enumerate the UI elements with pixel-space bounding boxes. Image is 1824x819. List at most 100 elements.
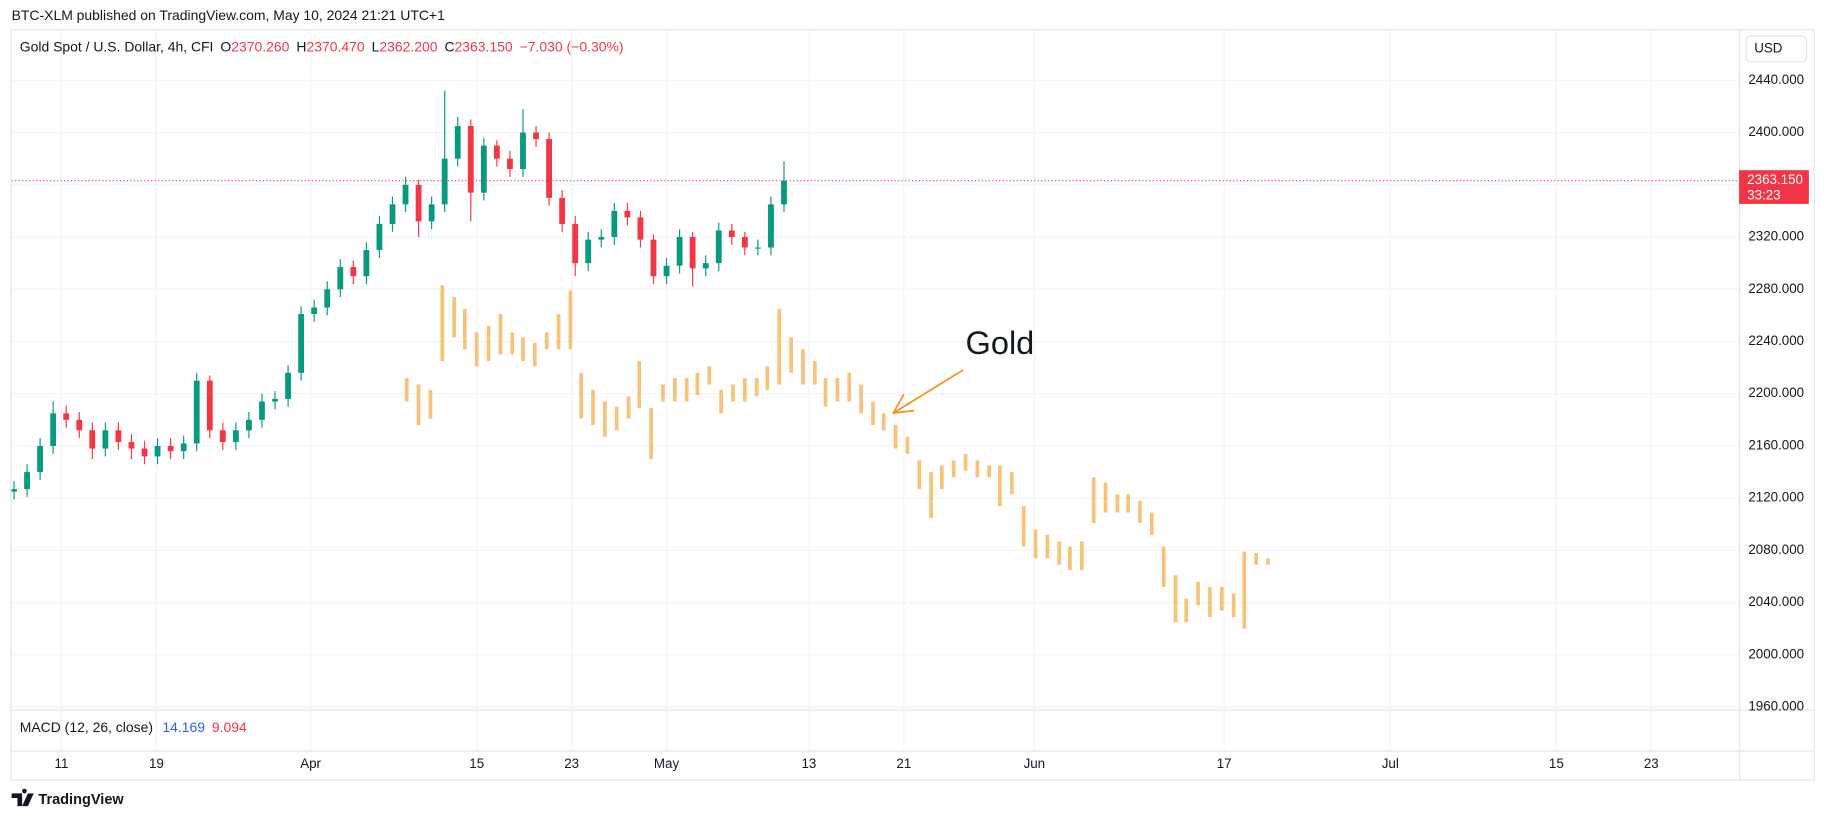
candle-body xyxy=(663,265,670,277)
y-tick-label: 2120.000 xyxy=(1748,490,1804,505)
grid xyxy=(11,29,1740,751)
projection-bar xyxy=(1079,541,1084,571)
projection-bar xyxy=(474,332,479,367)
projection-bar xyxy=(1208,586,1212,618)
projection-bar xyxy=(1138,500,1142,524)
y-tick-label: 2080.000 xyxy=(1748,542,1804,557)
candle-body xyxy=(754,247,761,249)
candle-body xyxy=(624,210,631,218)
projection-bar xyxy=(614,406,619,431)
candle-body xyxy=(676,237,683,266)
projection-bar xyxy=(498,314,503,355)
projection-bar xyxy=(404,378,409,402)
projection-bar xyxy=(637,361,642,409)
candle-body xyxy=(728,230,735,238)
projection-bar xyxy=(1184,598,1189,623)
candle-body xyxy=(520,132,526,170)
currency-button[interactable] xyxy=(1745,35,1808,63)
candle-body xyxy=(285,372,291,399)
last-price-label: 2363.150 xyxy=(1747,172,1803,187)
y-tick-label: 2200.000 xyxy=(1748,385,1804,400)
projection-bar xyxy=(532,342,537,367)
projection-bar xyxy=(1231,593,1236,618)
marks xyxy=(11,90,1740,629)
y-tick-label: 1960.000 xyxy=(1748,699,1804,714)
publish-header: BTC-XLM published on TradingView.com, Ma… xyxy=(12,7,445,23)
candle-body xyxy=(585,239,592,264)
candle-body xyxy=(689,237,696,269)
x-tick-label: 13 xyxy=(801,756,816,771)
candle-body xyxy=(559,197,566,224)
projection-bar xyxy=(871,401,875,426)
projection-bar xyxy=(812,361,817,385)
candle-body xyxy=(246,419,252,431)
projection-bar xyxy=(1219,586,1224,611)
projection-bar xyxy=(707,366,712,385)
candle-body xyxy=(11,489,17,492)
candle-body xyxy=(89,430,96,449)
projection-bar xyxy=(568,290,573,350)
candle-body xyxy=(376,223,383,251)
projection-bar xyxy=(1173,575,1178,623)
projection-bar xyxy=(777,308,782,385)
projection-bar xyxy=(1009,472,1014,495)
candle-body xyxy=(219,430,226,443)
projection-bar xyxy=(626,396,631,419)
candle-body xyxy=(650,239,657,277)
projection-bar xyxy=(428,389,433,419)
projection-bar xyxy=(521,337,525,362)
pane-border xyxy=(10,29,1815,781)
projection-bar xyxy=(754,378,759,397)
footer-brand: TradingView xyxy=(38,792,124,808)
candle-body xyxy=(350,267,357,277)
candle-body xyxy=(533,132,539,140)
projection-bar xyxy=(1021,506,1026,547)
candle-body xyxy=(480,145,487,193)
candle-body xyxy=(337,267,344,290)
legend-value: 2363.150 xyxy=(455,38,513,54)
y-tick-label: 2440.000 xyxy=(1748,72,1804,87)
candle-body xyxy=(768,204,774,248)
candle-body xyxy=(402,184,409,205)
y-tick-label: 2000.000 xyxy=(1748,646,1804,661)
candle-body xyxy=(76,419,83,431)
x-tick-label: May xyxy=(654,756,680,771)
y-tick-label: 2320.000 xyxy=(1748,229,1804,244)
y-tick-label: 2400.000 xyxy=(1748,124,1804,139)
projection-bar xyxy=(440,285,445,362)
candle-body xyxy=(167,445,174,452)
x-tick-label: 23 xyxy=(1644,756,1659,771)
candle-body xyxy=(454,126,461,159)
annotation-arrow xyxy=(891,369,964,415)
candle-body xyxy=(206,380,213,431)
candle-body xyxy=(37,445,44,473)
x-tick-label: Apr xyxy=(300,756,321,771)
projection-bar xyxy=(1103,482,1108,513)
projection-bar xyxy=(544,332,549,350)
projection-bar xyxy=(859,384,863,414)
x-tick-label: 23 xyxy=(564,756,579,771)
projection-bar xyxy=(1242,551,1247,629)
projection-bar xyxy=(917,460,922,490)
candle-body xyxy=(467,126,474,193)
x-tick-label: 11 xyxy=(55,756,69,771)
macd-value: 14.169 xyxy=(162,719,205,735)
candle-body xyxy=(702,263,709,269)
projection-bar xyxy=(1196,581,1200,606)
projection-bar xyxy=(835,378,840,402)
last-price-tag xyxy=(1739,170,1809,204)
footer-logo xyxy=(11,788,34,807)
candle-body xyxy=(154,445,161,457)
projection-bar xyxy=(579,372,583,419)
projection-bar xyxy=(951,460,956,478)
candle-body xyxy=(298,314,305,373)
candle-body xyxy=(24,472,30,490)
projection-bar xyxy=(742,378,747,402)
candle-body xyxy=(324,289,331,308)
projection-bar xyxy=(1149,512,1154,535)
projection-bar xyxy=(1057,541,1062,565)
candle-body xyxy=(637,217,644,240)
x-tick-label: 17 xyxy=(1217,756,1232,771)
projection-bar xyxy=(789,337,793,373)
